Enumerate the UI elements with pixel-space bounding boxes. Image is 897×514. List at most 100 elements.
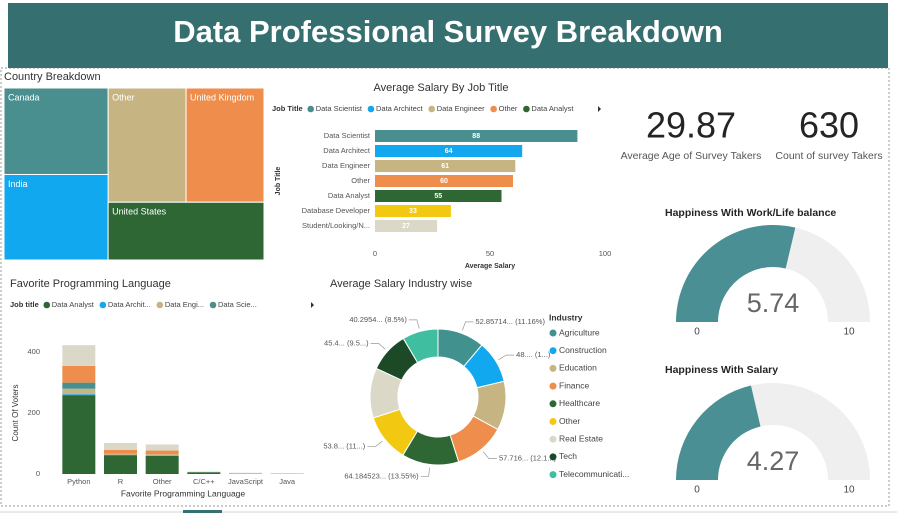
bar-segment [62,382,96,389]
legend-marker [549,435,557,443]
legend-marker [209,301,217,309]
legend-label: Data Archit... [108,300,151,309]
chart-title: Country Breakdown [4,71,101,83]
x-tick-label: 50 [486,249,494,258]
data-label: 48.... (1...) [516,350,551,359]
legend-label: Education [559,363,597,373]
chart-title: Favorite Programming Language [10,278,171,290]
gauge-max-label: 10 [843,485,855,496]
legend-label: Telecommunicati... [559,469,629,479]
kpi-label: Count of survey Takers [775,150,882,162]
y-tick-label: 400 [27,347,40,356]
leader-line [482,451,497,460]
treemap-tile [185,87,265,203]
data-label: 64 [445,148,453,155]
y-tick-label: Database Developer [302,206,371,215]
bar [375,160,516,172]
bar-segment [145,444,179,451]
leader-line [462,321,474,331]
x-tick-label: Python [67,477,90,486]
bar [375,130,578,142]
bar-segment [62,345,96,366]
tile-label: United States [112,207,167,217]
tile-label: United Kingdom [190,92,254,102]
legend-label: Data Scie... [218,300,257,309]
chart-title: Happiness With Work/Life balance [665,207,836,219]
gauge-value [676,225,796,322]
x-tick-label: Other [153,477,172,486]
active-tab[interactable] [183,510,222,513]
chart-title: Average Salary Industry wise [330,278,472,290]
legend-label: Finance [559,380,590,390]
legend-label: Real Estate [559,433,603,443]
y-tick-label: 200 [27,408,40,417]
bar-segment [62,365,96,383]
x-tick-label: R [118,477,124,486]
legend-marker [428,105,435,113]
gauge-max-label: 10 [843,327,855,338]
legend-title: Job title [10,300,39,309]
y-tick-label: 0 [36,469,40,478]
bar-segment [62,388,96,395]
legend-title: Job Title [272,104,303,113]
kpi-label: Average Age of Survey Takers [621,150,762,162]
legend-label: Data Scientist [316,104,363,113]
gauge-value [676,385,761,480]
data-label: 27 [402,223,410,230]
gauge-value-label: 5.74 [747,288,800,318]
x-tick-label: JavaScript [228,477,264,486]
bar-segment [145,454,179,456]
kpi-value: 630 [799,105,859,146]
bar [375,145,523,157]
header-banner [8,3,888,68]
leader-line [408,319,420,329]
x-axis-title: Average Salary [465,263,515,270]
bar-segment [104,442,137,450]
donut-slice [402,328,439,364]
bar-segment [229,473,262,474]
legend-marker [99,301,107,309]
legend-label: Construction [559,345,607,355]
y-tick-label: Data Analyst [328,191,371,200]
bar-segment [62,395,96,474]
legend-label: Data Analyst [531,104,574,113]
treemap-tile [3,87,109,175]
legend-marker [549,400,557,408]
data-label: 40.2954... (8.5%) [349,315,407,324]
bar-segment [104,453,137,456]
legend-label: Other [499,104,518,113]
bar-segment [62,394,96,396]
legend-label: Data Architect [376,104,424,113]
legend-marker [549,347,557,355]
bar [375,190,502,202]
bar-segment [104,455,137,474]
leader-line [498,354,515,361]
data-label: 45.4... (9.5...) [324,338,369,347]
data-label: 60 [440,178,448,185]
treemap-tile [3,173,109,261]
tile-label: India [8,179,28,189]
kpi-value: 29.87 [646,105,736,146]
legend-marker [549,418,557,425]
bar-segment [187,472,221,474]
legend-label: Data Engineer [437,104,485,113]
data-label: 55 [434,193,442,200]
data-label: 57.716... (12.1...) [499,454,557,463]
treemap-tile [107,201,265,261]
treemap-tile [107,87,187,203]
legend-label: Healthcare [559,398,600,408]
legend-label: Data Engi... [165,300,204,309]
x-tick-label: Java [279,477,296,486]
legend-label: Data Analyst [52,300,95,309]
legend-marker [549,471,557,479]
data-label: 52.85714... (11.16%) [475,317,545,326]
legend-scroll-arrow [311,302,314,308]
bar-segment [187,471,221,473]
gauge-value-label: 4.27 [747,446,800,476]
leader-line [367,440,383,448]
bar [375,205,451,217]
legend-marker [367,105,375,113]
gauge-min-label: 0 [694,327,700,338]
chart-title: Happiness With Salary [665,364,778,376]
